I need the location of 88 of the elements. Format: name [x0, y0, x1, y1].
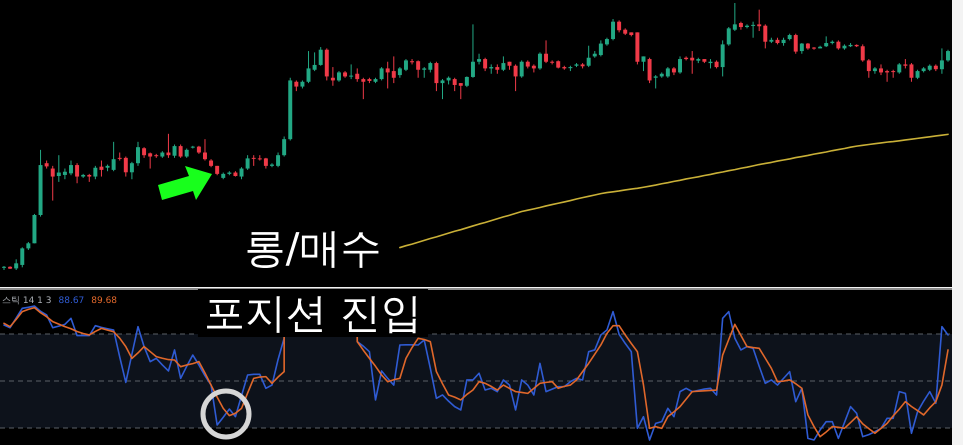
candlestick: [617, 20, 622, 33]
legend-title: 스틱 14 1 3: [2, 296, 52, 306]
candlestick: [452, 77, 457, 92]
candlestick: [264, 157, 268, 170]
candlestick: [252, 154, 256, 166]
candlestick: [422, 66, 426, 78]
annotation: 롱/매수: [244, 224, 382, 272]
candlestick: [520, 60, 524, 78]
candlestick: [240, 166, 244, 180]
candlestick: [69, 160, 73, 176]
candlestick: [586, 45, 591, 68]
series-label: 88.67: [58, 296, 84, 306]
candlestick: [678, 56, 682, 74]
candlestick: [732, 2, 737, 32]
candlestick: [178, 144, 183, 158]
candlestick: [800, 42, 804, 54]
text: 89.68: [91, 296, 118, 306]
candlestick: [99, 160, 104, 178]
candlestick: [648, 57, 652, 84]
candlestick: [690, 50, 694, 74]
candlestick: [50, 165, 55, 202]
candlestick: [380, 66, 384, 81]
candlestick: [416, 60, 420, 78]
candlestick: [501, 56, 506, 72]
candlestick: [897, 62, 902, 74]
candlestick: [361, 77, 366, 100]
candlestick: [349, 64, 354, 80]
candlestick: [940, 48, 944, 74]
annotation: 포지션 진입: [204, 289, 422, 337]
candlestick: [495, 64, 500, 74]
candlestick: [93, 165, 98, 180]
candlestick: [464, 76, 469, 88]
candlestick: [184, 148, 189, 158]
candlestick: [172, 144, 177, 158]
candlestick: [392, 56, 396, 84]
candlestick: [642, 56, 646, 72]
candlestick: [142, 146, 146, 158]
candlestick: [720, 40, 725, 77]
candlestick: [282, 136, 286, 158]
candlestick: [130, 161, 134, 180]
candlestick: [166, 133, 170, 158]
candlestick: [246, 154, 250, 170]
candlestick: [20, 246, 24, 268]
candlestick: [398, 66, 402, 78]
candlestick: [203, 138, 207, 162]
candlestick: [306, 50, 310, 84]
candlestick: [489, 64, 494, 74]
candlestick: [544, 40, 548, 64]
candlestick: [318, 46, 323, 66]
candlestick: [470, 24, 475, 78]
candlestick: [708, 58, 712, 69]
candlestick: [611, 18, 616, 41]
candlestick: [428, 61, 432, 73]
candlestick: [312, 52, 317, 72]
candlestick: [434, 61, 438, 92]
candlestick: [124, 156, 128, 178]
candlestick: [75, 162, 80, 184]
candlestick: [148, 152, 152, 170]
candlestick: [276, 152, 280, 168]
candlestick: [330, 66, 335, 86]
candlestick: [763, 24, 768, 49]
candlestick: [294, 80, 298, 92]
candlestick: [458, 82, 463, 100]
candlestick: [336, 70, 341, 82]
candlestick: [477, 53, 482, 65]
candlestick: [483, 57, 488, 72]
candlestick: [666, 66, 670, 78]
candlestick: [824, 36, 828, 48]
candlestick: [538, 52, 542, 70]
candlestick: [866, 58, 871, 78]
candlestick: [440, 78, 444, 100]
candlestick: [879, 64, 883, 76]
candlestick: [916, 69, 920, 80]
candlestick: [654, 74, 658, 89]
candlestick: [404, 58, 408, 72]
candlestick: [386, 61, 390, 89]
candlestick: [885, 69, 890, 82]
candlestick: [136, 141, 140, 166]
candlestick: [514, 64, 518, 92]
candlestick: [14, 258, 18, 270]
candlestick: [909, 62, 914, 82]
candlestick: [836, 40, 840, 50]
candlestick: [112, 141, 116, 172]
candlestick: [56, 154, 61, 182]
candlestick: [946, 49, 950, 62]
candlestick: [62, 168, 67, 180]
candlestick: [598, 40, 603, 57]
candlestick: [751, 21, 756, 38]
